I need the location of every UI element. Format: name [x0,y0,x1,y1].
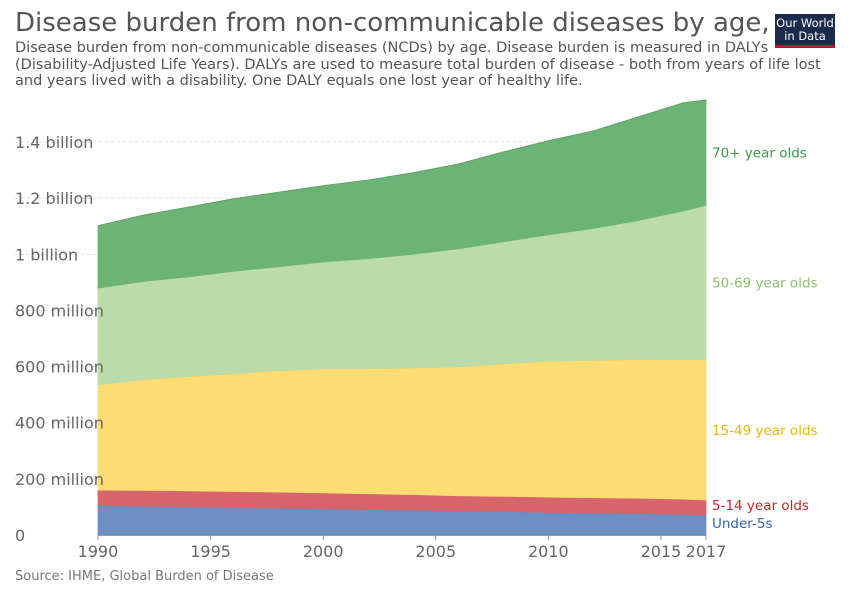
series-label: 70+ year olds [712,146,807,162]
x-tick-label: 2015 [641,542,682,561]
area-series[interactable] [97,99,707,536]
chart-title: Disease burden from non-communicable dis… [15,8,775,38]
x-tick-label: 2017 [686,542,727,561]
x-tick-label: 2005 [415,542,456,561]
chart-subtitle: Disease burden from non-communicable dis… [15,40,821,89]
axes: 0 200 million 400 million 600 million 800 mi… [15,133,726,561]
area-edge [97,99,707,227]
y-tick-label: 200 million [15,470,104,489]
area-70-year-olds[interactable] [97,99,707,289]
source-note: Source: IHME, Global Burden of Disease [15,569,274,584]
owid-logo[interactable]: Our World in Data [775,14,835,48]
y-tick-label: 0 [15,526,25,545]
y-tick-label: 800 million [15,301,104,320]
y-tick-label: 600 million [15,358,104,377]
series-labels: Under-5s 5-14 year olds 15-49 year olds 50-… [712,146,818,532]
y-tick-label: 400 million [15,414,104,433]
logo-line-1: Our World [776,16,834,30]
series-label: 15-49 year olds [712,423,818,439]
y-tick-label: 1 billion [15,245,78,264]
series-label: 50-69 year olds [712,275,818,291]
x-tick-label: 2000 [303,542,344,561]
y-tick-label: 1.4 billion [15,133,93,152]
x-tick-label: 1995 [190,542,231,561]
y-tick-label: 1.2 billion [15,189,93,208]
series-label: Under-5s [712,516,773,532]
series-label: 5-14 year olds [712,498,809,514]
x-tick-label: 2010 [528,542,569,561]
area-15-49-year-olds[interactable] [97,358,707,501]
logo-line-2: in Data [784,29,826,43]
x-tick-label: 1990 [78,542,119,561]
